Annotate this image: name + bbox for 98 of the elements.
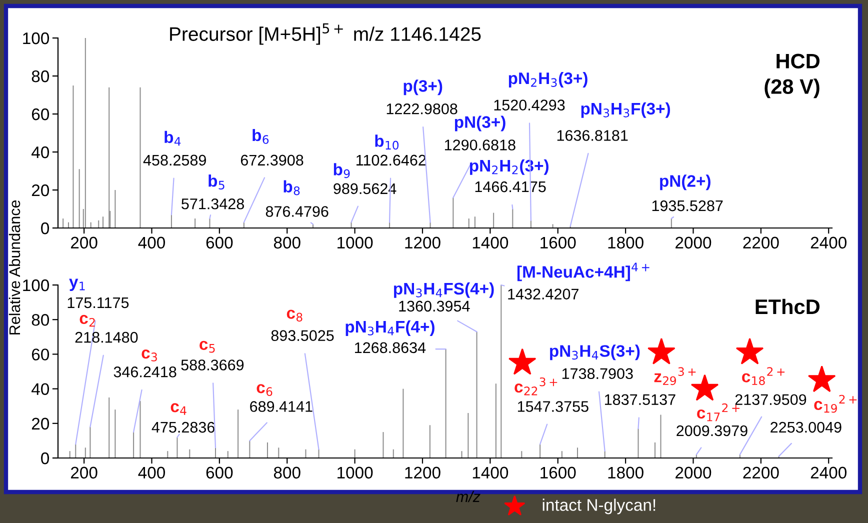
y-tick-label: 80 [32,314,50,326]
annotation: 2137.9509 [735,394,806,406]
annotation: 1102.6462 [356,154,426,166]
x-tick-label: 1800 [608,466,644,479]
x-tick-label: 1000 [338,236,373,249]
annotation: pN$_{2}$H$_{3}$(3+) [508,72,588,88]
annotation: c$_{17}$$^{2+}$ [697,403,740,422]
annotation: 1222.9808 [386,103,458,114]
y-tick-label: 80 [32,70,50,82]
annotation: b$_{5}$ [208,174,224,190]
x-tick-label: 1200 [405,236,440,249]
annotation: y$_{1}$ [69,278,85,291]
annotation: b$_{4}$ [164,130,181,146]
annotation: 1360.3954 [399,300,470,312]
chart-title: Precursor [M+5H]$^{5+}$ m/z 1146.1425 [170,23,481,45]
annotation: b$_{10}$ [375,134,399,150]
annotation: 1466.4175 [475,181,546,192]
x-tick-label: 200 [70,466,98,479]
annotation: 475.2836 [152,422,215,433]
x-tick-label: 2200 [743,466,779,479]
annotation: 672.3908 [240,154,304,166]
x-tick-label: 400 [138,236,165,249]
annotation: pN(3+) [454,116,506,132]
x-tick-label: 800 [274,236,300,249]
annotation: 1520.4293 [494,100,565,110]
annotation: c$_{2}$ [80,314,95,327]
annotation: 458.2589 [143,154,206,166]
annotation: 1432.4207 [508,288,578,300]
annotation: pN$_{2}$H$_{2}$(3+) [470,159,548,175]
x-tick-label: 2000 [676,236,712,249]
annotation: 1738.7903 [562,368,633,380]
annotation: 1636.8181 [557,130,628,141]
annotation: 175.1175 [68,297,129,308]
text: intact N-glycan! [542,498,656,514]
annotation: 2009.3979 [676,425,748,436]
annotation: 1837.5137 [605,394,676,406]
y-axis-title: Relative Abundance [8,200,20,334]
annotation: 1935.5287 [652,200,723,212]
annotation: 1290.6818 [444,140,516,150]
annotation: EThcD [756,298,820,314]
annotation: b$_{9}$ [334,163,350,178]
x-tick-label: 800 [274,466,300,479]
annotation: pN(2+) [660,174,710,190]
y-tick-label: 40 [32,146,50,158]
annotation: b$_{8}$ [284,180,300,196]
annotation: 1268.8634 [355,342,426,354]
annotation: c$_{18}$$^{2+}$ [742,367,785,386]
y-tick-label: 40 [32,383,50,396]
y-tick-label: 60 [32,108,50,120]
y-tick-label: 60 [32,348,50,360]
annotation: pN$_{3}$H$_{4}$FS(4+) [394,282,494,298]
x-tick-label: 600 [206,466,233,479]
x-tick-label: 1400 [472,236,508,249]
x-tick-label: 400 [138,466,165,479]
x-tick-label: 2000 [676,466,712,479]
annotation: 1547.3755 [518,401,588,412]
x-tick-label: 600 [206,236,233,249]
x-tick-label: 1400 [472,466,508,479]
annotation: b$_{6}$ [252,128,269,144]
x-axis-title: m/z [456,490,480,502]
annotation: p(3+) [404,80,442,96]
y-tick-label: 20 [32,418,50,430]
annotation: c$_{3}$ [142,350,157,362]
annotation: 876.4796 [266,206,328,217]
annotation: z$_{29}$$^{3+}$ [654,367,696,386]
annotation: 218.1480 [75,332,138,343]
annotation: c$_{6}$ [256,384,272,396]
y-tick-label: 100 [23,279,50,292]
x-tick-label: 200 [70,236,98,249]
y-tick-label: 20 [32,184,50,196]
annotation: c$_{8}$ [286,310,302,322]
annotation: 571.3428 [182,198,244,210]
x-tick-label: 1000 [338,466,373,479]
y-tick-label: 0 [41,452,50,464]
x-tick-label: 2400 [810,236,847,249]
annotation: c$_{19}$$^{2+}$ [814,394,857,413]
annotation: 588.3669 [181,360,244,370]
annotation: c$_{22}$$^{3+}$ [514,377,558,396]
x-tick-label: 2200 [743,236,779,249]
x-tick-label: 1800 [608,236,644,249]
annotation: pN$_{3}$H$_{4}$S(3+) [550,344,640,360]
x-tick-label: 1200 [405,466,440,479]
annotation: 346.2418 [114,366,176,378]
annotation: pN$_{3}$H$_{4}$F(4+) [346,320,434,336]
annotation: HCD (28 V) [764,54,820,98]
annotation: c$_{4}$ [170,403,186,415]
text: [M-NeuAc+4H]$^{4+}$ [517,262,650,282]
y-tick-label: 100 [23,32,50,44]
x-tick-label: 1600 [540,236,576,249]
annotation: c$_{5}$ [200,340,215,353]
annotation: 2253.0049 [770,422,842,433]
annotation: 689.4141 [250,401,312,412]
x-tick-label: 2400 [810,466,847,479]
annotation: 989.5624 [334,183,396,194]
annotation: pN$_{3}$H$_{3}$F(3+) [581,102,670,118]
y-tick-label: 0 [41,222,50,234]
x-tick-label: 1600 [540,466,576,479]
annotation: 893.5025 [271,330,334,341]
